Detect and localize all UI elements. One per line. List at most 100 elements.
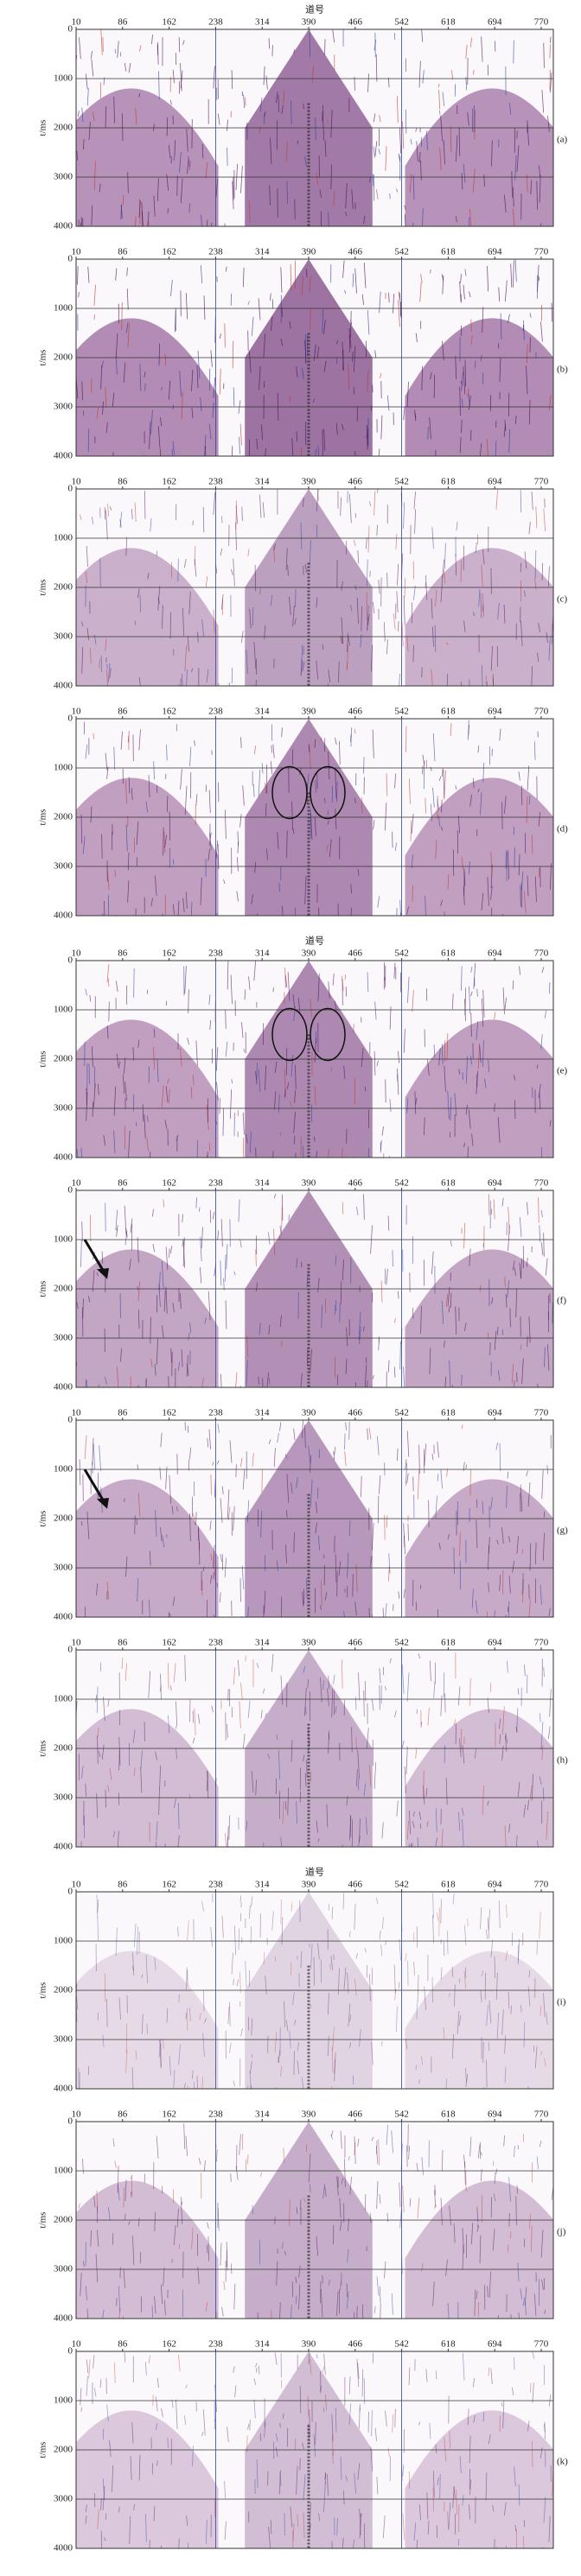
trace-stroke: [342, 341, 344, 371]
trace-stroke: [201, 214, 202, 226]
trace-stroke: [357, 2363, 360, 2379]
trace-stroke: [324, 140, 327, 157]
trace-stroke: [177, 1803, 180, 1830]
trace-stroke: [377, 1495, 380, 1524]
trace-stroke: [335, 737, 337, 746]
trace-stroke: [543, 2424, 546, 2433]
trace-stroke: [447, 873, 450, 891]
trace-stroke: [416, 2162, 418, 2172]
trace-stroke: [99, 2379, 102, 2389]
trace-stroke: [154, 2211, 156, 2232]
trace-stroke: [324, 39, 326, 55]
trace-stroke: [291, 437, 294, 456]
trace-stroke: [369, 2212, 372, 2224]
trace-stroke: [173, 2069, 176, 2089]
seismic-image: [76, 1420, 553, 1617]
trace-stroke: [188, 155, 190, 167]
trace-stroke: [123, 362, 126, 383]
trace-stroke: [517, 1688, 520, 1695]
trace-stroke: [167, 2437, 169, 2448]
y-axis-title: t/ms: [38, 809, 48, 826]
trace-stroke: [494, 1330, 497, 1350]
trace-stroke: [274, 2032, 278, 2053]
trace-stroke: [373, 146, 375, 158]
trace-stroke: [490, 852, 493, 877]
trace-stroke: [204, 1317, 207, 1324]
annotation-ellipse: [310, 765, 346, 820]
trace-stroke: [220, 1374, 222, 1387]
trace-stroke: [478, 589, 481, 607]
x-tick-label: 314: [255, 2110, 270, 2120]
x-tick-label: 162: [162, 949, 176, 959]
y-axis-title: t/ms: [38, 350, 48, 366]
x-tick-label: 542: [394, 2339, 409, 2350]
trace-stroke: [541, 1745, 544, 1761]
trace-stroke: [164, 834, 167, 848]
trace-stroke: [158, 1788, 160, 1815]
trace-stroke: [138, 200, 141, 218]
y-tick-label: 1000: [54, 763, 73, 773]
trace-stroke: [465, 1056, 469, 1084]
trace-stroke: [272, 1151, 274, 1158]
trace-stroke: [323, 2483, 326, 2513]
trace-stroke: [330, 1955, 334, 1970]
trace-stroke: [544, 2421, 546, 2440]
x-tick-label: 86: [118, 2110, 128, 2120]
trace-stroke: [445, 641, 449, 646]
trace-stroke: [179, 371, 182, 397]
trace-stroke: [225, 266, 227, 272]
trace-stroke: [262, 1378, 264, 1387]
trace-stroke: [253, 961, 257, 981]
trace-stroke: [452, 1385, 454, 1387]
plot-frame: [75, 258, 554, 457]
trace-stroke: [495, 1972, 498, 2000]
trace-stroke: [540, 1242, 544, 1256]
trace-stroke: [265, 1976, 267, 1995]
trace-stroke: [86, 1511, 90, 1539]
x-tick-label: 770: [534, 1178, 549, 1189]
trace-stroke: [98, 1750, 101, 1757]
trace-stroke: [201, 1227, 203, 1248]
trace-stroke: [86, 2359, 89, 2374]
trace-stroke: [247, 2423, 250, 2430]
trace-stroke: [388, 1553, 391, 1574]
x-tick-label: 466: [348, 2339, 363, 2350]
trace-stroke: [465, 77, 468, 91]
trace-stroke: [369, 1974, 371, 2002]
trace-stroke: [340, 2130, 342, 2149]
trace-stroke: [458, 1738, 462, 1758]
trace-stroke: [467, 112, 469, 126]
trace-stroke: [243, 1048, 246, 1053]
trace-stroke: [112, 1830, 116, 1838]
x-tick-label: 238: [208, 1178, 223, 1189]
trace-stroke: [144, 1114, 146, 1139]
trace-stroke: [217, 843, 220, 870]
trace-stroke: [218, 682, 220, 686]
trace-stroke: [498, 287, 501, 301]
trace-stroke: [113, 2362, 116, 2383]
trace-stroke: [508, 1536, 510, 1543]
trace-stroke: [126, 289, 129, 310]
trace-stroke: [199, 2013, 201, 2021]
trace-stroke: [539, 1911, 541, 1939]
trace-stroke: [261, 424, 264, 441]
trace-stroke: [217, 1230, 220, 1240]
trace-stroke: [322, 644, 324, 650]
trace-stroke: [160, 1526, 163, 1542]
trace-stroke: [165, 1466, 168, 1489]
trace-stroke: [543, 508, 546, 531]
trace-stroke: [331, 2541, 333, 2548]
y-tick-label: 1000: [54, 2166, 73, 2176]
y-tick-label: 2000: [54, 2215, 73, 2225]
trace-stroke: [153, 124, 155, 131]
trace-stroke: [461, 172, 463, 190]
trace-stroke: [376, 1060, 379, 1067]
reflection-dome: [405, 2410, 553, 2548]
trace-stroke: [471, 1133, 474, 1146]
trace-stroke: [488, 2367, 490, 2376]
x-tick-label: 542: [394, 707, 409, 717]
trace-stroke: [427, 2520, 430, 2535]
trace-stroke: [255, 2363, 258, 2368]
trace-stroke: [514, 1075, 515, 1081]
trace-stroke: [126, 267, 128, 276]
